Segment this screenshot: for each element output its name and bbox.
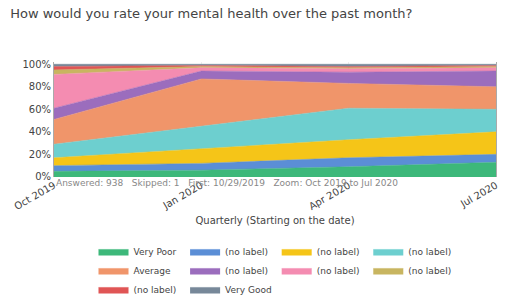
svg-text:60%: 60% xyxy=(29,104,51,115)
svg-text:Jul 2020: Jul 2020 xyxy=(458,179,500,209)
svg-text:Oct 2019: Oct 2019 xyxy=(12,179,57,211)
svg-text:(no label): (no label) xyxy=(317,266,360,276)
svg-text:Answered: 938 Skipped: 1 F: Answered: 938 Skipped: 1 First: 10/29/20… xyxy=(56,178,398,188)
svg-text:100%: 100% xyxy=(22,59,51,70)
svg-text:(no label): (no label) xyxy=(317,247,360,257)
svg-text:Jan 2020: Jan 2020 xyxy=(160,179,205,211)
svg-text:(no label): (no label) xyxy=(134,285,177,295)
svg-text:Very Good: Very Good xyxy=(225,285,272,295)
svg-text:Apr 2020: Apr 2020 xyxy=(307,179,352,211)
svg-text:40%: 40% xyxy=(29,126,51,137)
svg-text:(no label): (no label) xyxy=(408,266,451,276)
svg-text:80%: 80% xyxy=(29,81,51,92)
svg-text:How would you rate your mental: How would you rate your mental health ov… xyxy=(10,6,412,21)
svg-text:(no label): (no label) xyxy=(225,247,268,257)
svg-text:20%: 20% xyxy=(29,149,51,160)
svg-text:(no label): (no label) xyxy=(408,247,451,257)
svg-text:Quarterly (Starting on the dat: Quarterly (Starting on the date) xyxy=(195,215,354,226)
svg-text:(no label): (no label) xyxy=(225,266,268,276)
svg-text:0%: 0% xyxy=(35,171,51,182)
svg-text:Very Poor: Very Poor xyxy=(134,247,177,257)
svg-text:Average: Average xyxy=(134,266,171,276)
